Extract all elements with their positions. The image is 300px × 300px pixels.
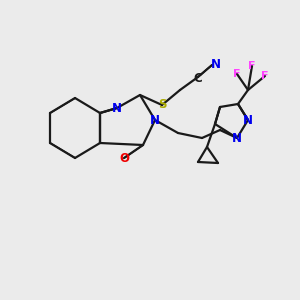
Text: N: N: [112, 101, 122, 115]
Text: N: N: [232, 131, 242, 145]
Text: N: N: [150, 113, 160, 127]
Text: N: N: [211, 58, 221, 71]
Text: O: O: [119, 152, 129, 164]
Text: S: S: [158, 98, 166, 112]
Text: N: N: [243, 113, 253, 127]
Text: F: F: [233, 69, 241, 79]
Text: F: F: [248, 61, 256, 71]
Text: C: C: [194, 73, 202, 85]
Text: F: F: [261, 71, 269, 81]
